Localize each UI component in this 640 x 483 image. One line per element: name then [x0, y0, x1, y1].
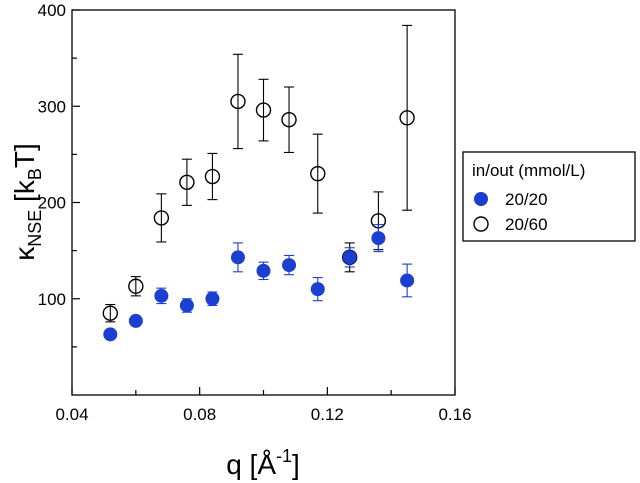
data-point	[179, 298, 194, 313]
data-point	[179, 174, 195, 190]
data-point	[204, 168, 221, 185]
y-tick-label: 100	[38, 290, 66, 309]
legend-marker-filled-icon	[474, 192, 488, 206]
data-point	[255, 102, 272, 118]
series-20-20	[103, 224, 415, 342]
x-tick-label: 0.12	[311, 405, 344, 424]
legend-box	[462, 151, 636, 242]
data-point	[400, 273, 415, 288]
legend-marker-open-icon	[473, 216, 489, 232]
data-point	[230, 93, 246, 110]
legend-title: in/out (mmol/L)	[472, 161, 585, 180]
legend-entry-20-20: 20/20	[505, 190, 548, 209]
data-point	[310, 282, 325, 297]
x-axis-label: q [Å-1]	[226, 446, 300, 480]
x-tick-label: 0.16	[438, 405, 471, 424]
y-tick-label: 400	[38, 1, 66, 20]
data-point	[102, 305, 119, 321]
x-tick-label: 0.04	[55, 405, 88, 424]
data-point	[282, 258, 297, 273]
series-20-60	[102, 24, 415, 323]
x-tick-labels: 0.04 0.08 0.12 0.16	[55, 405, 471, 424]
data-point	[153, 210, 170, 226]
x-tick-label: 0.08	[183, 405, 216, 424]
legend: in/out (mmol/L) 20/20 20/60	[462, 151, 636, 242]
data-point	[310, 165, 326, 182]
data-point	[230, 250, 245, 265]
data-point	[103, 327, 118, 342]
data-point	[342, 250, 357, 265]
legend-entry-20-60: 20/60	[505, 215, 548, 234]
y-tick-labels: 100 200 300 400	[38, 1, 66, 309]
data-point	[205, 291, 220, 306]
data-series	[102, 24, 415, 342]
axis-ticks	[71, 9, 456, 395]
data-point	[256, 263, 271, 278]
data-point	[371, 231, 386, 246]
y-axis-label: κNSE [kBT]	[9, 143, 45, 260]
data-point	[281, 112, 297, 128]
data-point	[154, 288, 169, 303]
data-point	[399, 110, 415, 126]
y-tick-label: 300	[38, 97, 66, 116]
data-point	[128, 313, 143, 328]
data-point	[128, 278, 144, 294]
y-tick-label: 200	[38, 194, 66, 213]
plot-frame	[71, 9, 456, 396]
